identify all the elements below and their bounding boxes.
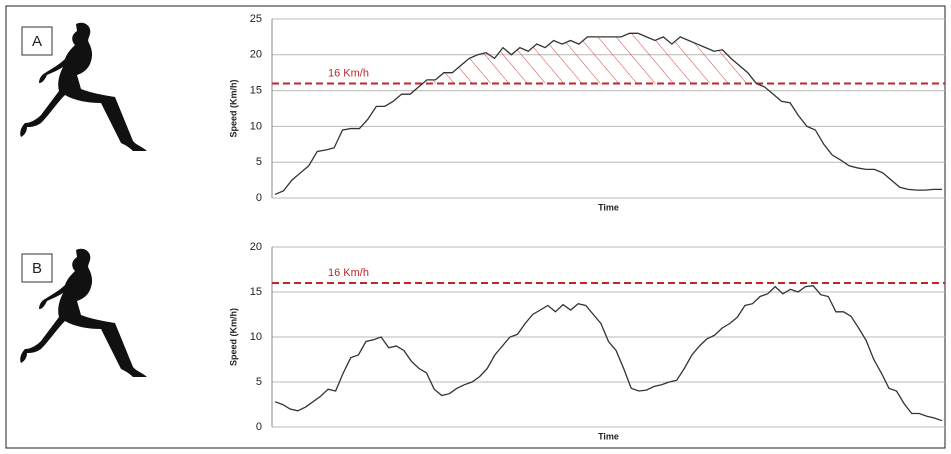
y-tick-label: 5 <box>256 376 262 388</box>
y-tick-label: 20 <box>250 49 262 61</box>
threshold-label: 16 Km/h <box>328 267 369 279</box>
y-tick-label: 10 <box>250 120 262 132</box>
panel-label: B <box>32 260 42 277</box>
y-tick-label: 5 <box>256 156 262 168</box>
y-tick-label: 20 <box>250 241 262 253</box>
panel-label: A <box>32 33 42 50</box>
y-tick-label: 0 <box>256 192 262 204</box>
y-tick-label: 0 <box>256 421 262 433</box>
y-axis-label: Speed (Km/h) <box>228 79 238 137</box>
y-tick-label: 10 <box>250 331 262 343</box>
speed-line <box>275 286 942 421</box>
x-axis-label: Time <box>598 431 619 441</box>
y-tick-label: 15 <box>250 85 262 97</box>
y-tick-label: 15 <box>250 286 262 298</box>
x-axis-label: Time <box>598 202 619 212</box>
threshold-label: 16 Km/h <box>328 67 369 79</box>
page: A 0 5 10 15 20 25 Speed (Km/h) Time 16 Km/h B 0 5 10 1… <box>0 0 951 454</box>
chart: A 0 5 10 15 20 25 Speed (Km/h) Time 16 Km/h B 0 5 10 1… <box>0 0 951 454</box>
hatched-area <box>427 33 748 83</box>
y-axis-label: Speed (Km/h) <box>228 308 238 366</box>
y-tick-label: 25 <box>250 13 262 25</box>
